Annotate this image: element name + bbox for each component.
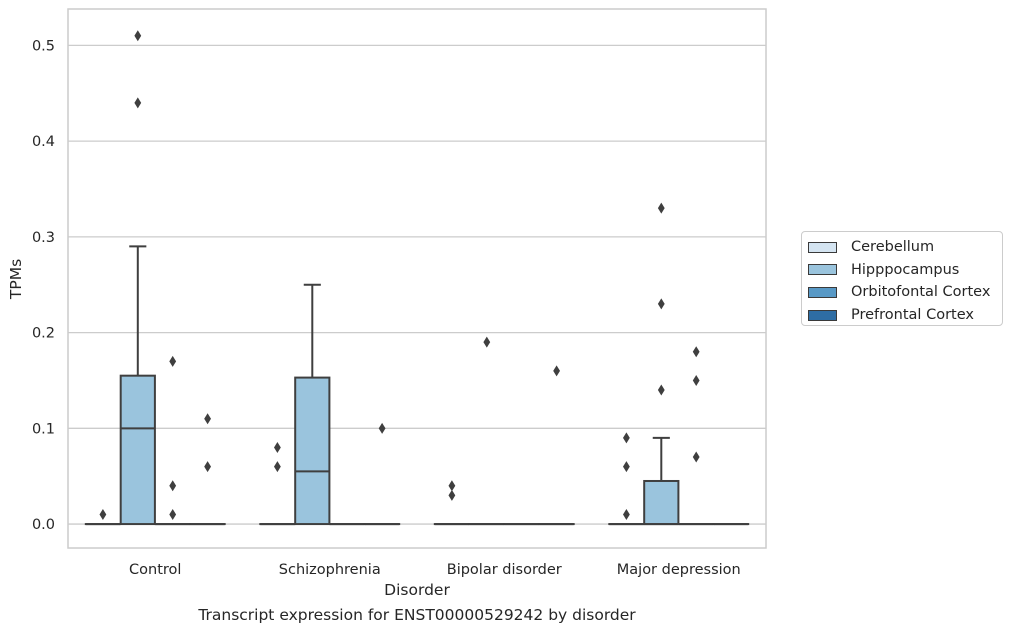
box-group [608, 432, 645, 526]
y-tick-label: 0.5 [32, 38, 55, 54]
outlier-point [169, 480, 177, 492]
outlier-point [657, 384, 665, 396]
outlier-point [657, 202, 665, 214]
x-tick-label: Major depression [617, 562, 741, 578]
outlier-point [134, 97, 142, 109]
legend-item: Prefrontal Cortex [808, 304, 1002, 327]
outlier-point [623, 432, 630, 444]
box-group [119, 30, 156, 526]
outlier-point [448, 489, 456, 501]
box-group [363, 422, 401, 526]
plot-frame [67, 8, 767, 549]
x-tick-labels: Control Schizophrenia Bipolar disorder Majo… [129, 562, 741, 578]
outlier-point [378, 422, 386, 434]
outlier-point [204, 461, 211, 473]
outlier-point [692, 346, 700, 358]
legend: Cerebellum Hipppocampus Orbitofontal Corte… [801, 231, 1003, 326]
y-tick-label: 0.4 [32, 134, 55, 150]
box-group [643, 202, 680, 526]
legend-label: Prefrontal Cortex [851, 307, 974, 324]
box-group [259, 441, 296, 526]
legend-item: Cerebellum [808, 236, 1002, 259]
box-group [538, 365, 575, 526]
x-tick-label: Bipolar disorder [447, 562, 562, 578]
outlier-point [204, 413, 211, 425]
y-axis-label: TPMs [7, 259, 25, 300]
outlier-point [274, 441, 281, 453]
outlier-point [692, 451, 700, 463]
outlier-point [134, 30, 142, 42]
outlier-point [448, 480, 456, 492]
legend-item: Orbitofontal Cortex [808, 281, 1002, 304]
outlier-point [274, 461, 281, 473]
outlier-point [553, 365, 560, 377]
x-tick-label: Control [129, 562, 181, 578]
box-group [468, 336, 505, 526]
box-group [154, 355, 191, 526]
box-group [294, 283, 331, 526]
y-tick-label: 0.2 [32, 326, 55, 342]
outlier-point [657, 298, 665, 310]
legend-swatch [808, 286, 837, 298]
box [643, 479, 680, 526]
chart-caption: Transcript expression for ENST0000052924… [198, 606, 636, 624]
x-axis-label: Disorder [384, 581, 450, 599]
legend-label: Hipppocampus [851, 261, 960, 278]
legend-item: Hipppocampus [808, 259, 1002, 282]
legend-swatch [808, 264, 837, 276]
x-tick-label: Schizophrenia [279, 562, 381, 578]
outlier-point [169, 355, 177, 367]
y-tick-label: 0.3 [32, 230, 55, 246]
box-group [189, 413, 226, 526]
box-group [678, 346, 715, 526]
outlier-point [692, 374, 700, 386]
legend-label: Orbitofontal Cortex [851, 284, 991, 301]
outlier-point [169, 508, 177, 520]
y-tick-labels: 0.0 0.1 0.2 0.3 0.4 0.5 [32, 38, 55, 533]
y-tick-label: 0.0 [32, 517, 55, 533]
box-group [84, 508, 122, 526]
box [294, 376, 331, 526]
outlier-point [623, 461, 630, 473]
box-group [433, 480, 471, 526]
box [119, 374, 156, 526]
legend-swatch [808, 309, 837, 321]
outlier-point [623, 508, 630, 520]
legend-swatch [808, 241, 837, 253]
legend-label: Cerebellum [851, 239, 935, 256]
outlier-point [99, 508, 107, 520]
y-tick-label: 0.1 [32, 421, 55, 437]
boxes [84, 30, 750, 526]
outlier-point [483, 336, 491, 348]
